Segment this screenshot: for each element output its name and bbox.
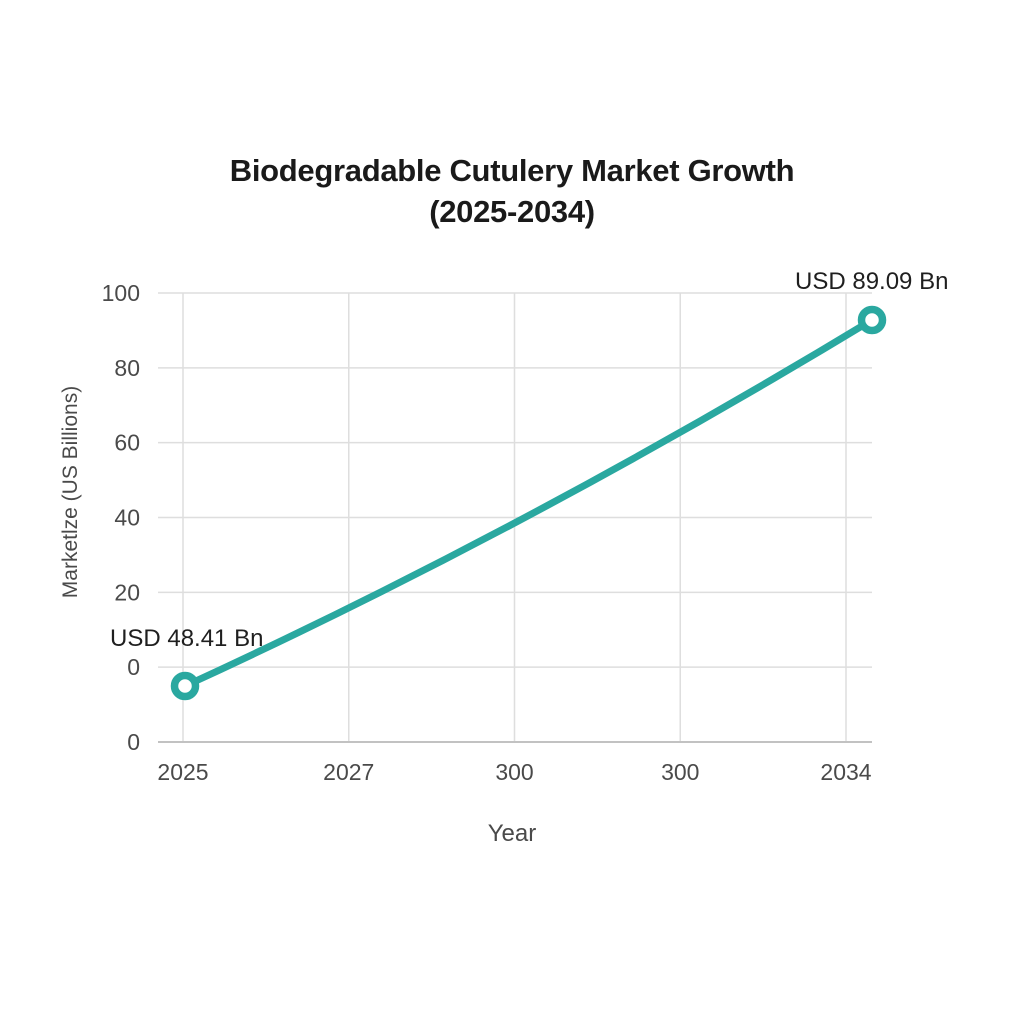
x-tick-label: 2034 <box>820 759 871 785</box>
x-tick-label: 2025 <box>157 759 208 785</box>
y-tick-label: 60 <box>114 430 140 456</box>
annotation-start-value: USD 48.41 Bn <box>110 625 264 652</box>
data-point-marker-end <box>857 305 887 335</box>
x-axis-title: Year <box>487 820 537 847</box>
series-line <box>181 316 876 690</box>
x-tick-label: 300 <box>661 759 699 785</box>
x-tick-label: 300 <box>495 759 533 785</box>
chart-title-line2: (2025-2034) <box>429 194 595 229</box>
y-tick-label: 20 <box>114 579 140 605</box>
y-axis-title: Marketlze (US Billions) <box>59 385 82 599</box>
chart-title: Biodegradable Cutulery Market Growth (20… <box>0 150 1024 232</box>
chart-title-line1: Biodegradable Cutulery Market Growth <box>229 153 795 188</box>
x-tick-label: 2027 <box>323 759 374 785</box>
y-tick-label: 0 <box>127 729 140 755</box>
y-tick-label: 0 <box>127 654 140 680</box>
y-tick-label: 40 <box>114 505 140 531</box>
annotation-end-value: USD 89.09 Bn <box>795 268 949 295</box>
y-tick-label: 80 <box>114 355 140 381</box>
y-tick-label: 100 <box>102 280 140 306</box>
data-point-marker-start <box>170 671 200 701</box>
